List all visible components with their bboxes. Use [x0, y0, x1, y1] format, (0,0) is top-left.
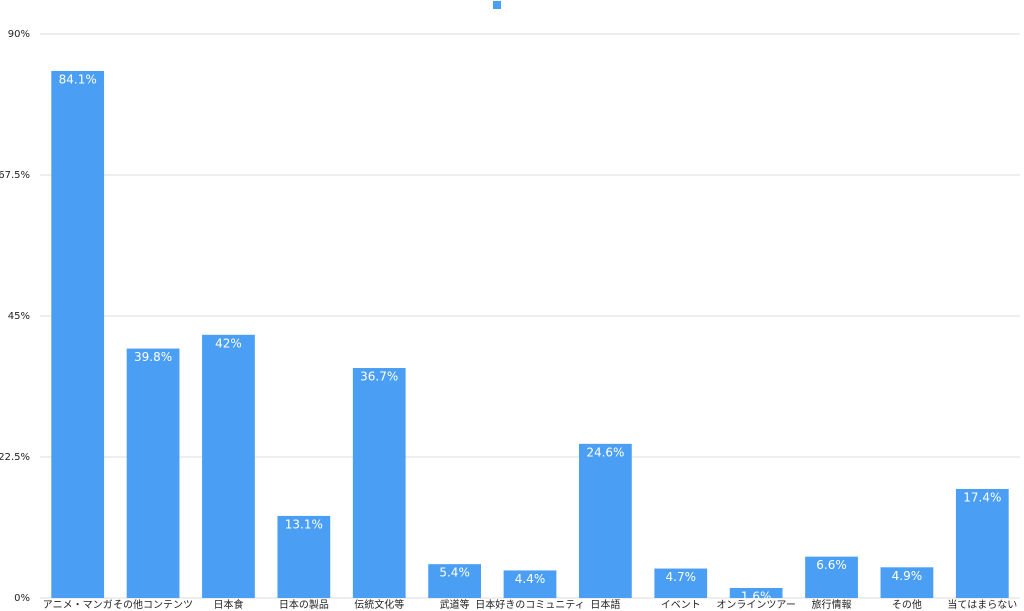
legend-marker — [493, 1, 501, 9]
value-label: 4.9% — [892, 569, 923, 583]
x-tick-label: 日本語 — [590, 598, 620, 611]
x-tick-label: 武道等 — [440, 598, 470, 611]
bar — [126, 348, 180, 598]
y-tick-label: 67.5% — [0, 170, 30, 181]
x-tick-label: イベント — [661, 599, 701, 611]
value-label: 4.4% — [515, 572, 546, 586]
value-label: 13.1% — [285, 517, 323, 531]
bar — [579, 443, 632, 598]
bar — [428, 564, 481, 598]
value-label: 5.4% — [439, 566, 470, 580]
y-tick-label: 45% — [8, 311, 30, 322]
y-tick-label: 22.5% — [0, 452, 30, 463]
bar — [277, 515, 331, 598]
value-label: 24.6% — [586, 445, 624, 459]
x-tick-label: その他コンテンツ — [113, 598, 193, 611]
y-tick-label: 0% — [14, 593, 30, 604]
bar — [805, 556, 858, 598]
bar — [729, 587, 783, 598]
bar — [202, 334, 255, 598]
value-label: 4.7% — [666, 570, 697, 584]
value-label: 39.8% — [134, 350, 172, 364]
bar — [880, 567, 934, 598]
x-tick-label: 当てはまらない — [947, 598, 1017, 611]
value-label: 1.6% — [741, 589, 772, 603]
x-tick-label: 日本食 — [213, 598, 243, 611]
bar — [955, 488, 1009, 598]
y-tick-label: 90% — [8, 29, 30, 40]
bar — [654, 568, 708, 598]
value-label: 6.6% — [816, 558, 847, 572]
bar — [352, 368, 406, 598]
x-tick-label: 日本好きのコミュニティ — [475, 598, 584, 611]
bar — [503, 570, 557, 598]
x-tick-label: 日本の製品 — [279, 598, 329, 611]
bar — [51, 70, 105, 599]
value-label: 84.1% — [59, 72, 97, 86]
x-tick-label: アニメ・マンガ — [43, 599, 113, 611]
x-tick-label: 伝統文化等 — [354, 598, 404, 611]
value-label: 17.4% — [963, 490, 1001, 504]
value-label: 36.7% — [360, 370, 398, 384]
x-tick-label: 旅行情報 — [812, 598, 852, 611]
x-tick-label: オンラインツアー — [716, 599, 795, 611]
value-label: 42% — [215, 336, 242, 350]
x-tick-label: その他 — [892, 598, 922, 611]
